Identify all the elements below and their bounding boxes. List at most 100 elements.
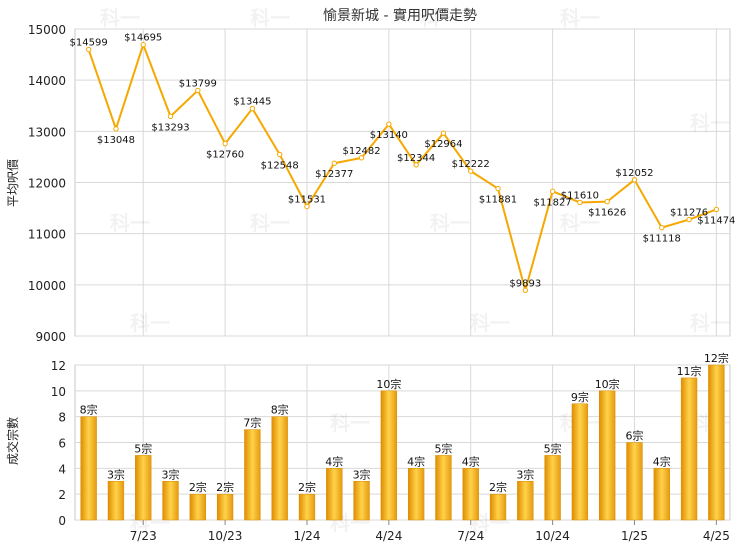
volume-tick-label: 4: [58, 462, 66, 476]
watermark-text: 科一: [130, 311, 170, 335]
volume-bar: [599, 390, 616, 521]
watermark-text: 科一: [690, 311, 730, 335]
price-point: [413, 162, 419, 168]
volume-data-label: 2宗: [216, 480, 234, 494]
price-point: [713, 206, 720, 213]
price-data-label: $12482: [342, 146, 380, 157]
watermark-text: 科一: [470, 311, 510, 335]
volume-data-label: 12宗: [704, 351, 729, 365]
price-tick-label: 12000: [28, 177, 66, 191]
volume-data-label: 8宗: [271, 403, 289, 417]
price-data-label: $14599: [70, 38, 108, 49]
volume-data-label: 5宗: [544, 441, 562, 455]
x-tick-label: 10/23: [208, 529, 243, 543]
volume-axis-label: 成交宗數: [5, 417, 20, 465]
price-point: [468, 168, 474, 174]
volume-tick-label: 6: [58, 437, 66, 451]
volume-data-label: 7宗: [243, 416, 261, 430]
volume-bar: [462, 468, 479, 521]
price-data-label: $11610: [561, 190, 599, 201]
volume-data-label: 6宗: [625, 429, 643, 443]
price-point: [167, 113, 174, 120]
watermark-text: 科一: [250, 6, 290, 30]
price-point: [604, 198, 610, 205]
volume-bar: [80, 416, 97, 521]
volume-bar: [162, 481, 179, 521]
price-tick-label: 9000: [35, 330, 66, 344]
price-data-label: $13445: [233, 97, 271, 108]
price-data-label: $12344: [397, 153, 435, 164]
volume-data-label: 5宗: [434, 441, 452, 455]
volume-data-label: 2宗: [189, 480, 207, 494]
x-tick-label: 1/24: [294, 529, 321, 543]
watermark-text: 科一: [420, 6, 460, 30]
volume-bar: [517, 481, 534, 521]
price-data-label: $11474: [697, 215, 735, 226]
x-tick-label: 7/23: [130, 529, 157, 543]
volume-data-label: 3宗: [516, 467, 534, 481]
volume-bar: [380, 390, 398, 521]
watermark-text: 科一: [250, 211, 290, 235]
volume-bar: [326, 468, 343, 521]
price-data-label: $11276: [670, 208, 708, 219]
price-data-label: $13048: [97, 135, 135, 146]
x-tick-label: 4/25: [703, 529, 730, 543]
volume-data-label: 10宗: [376, 377, 401, 391]
volume-data-label: 2宗: [489, 480, 507, 494]
price-point: [659, 224, 665, 231]
price-tick-label: 13000: [28, 125, 66, 139]
volume-bar: [244, 429, 261, 521]
price-point: [195, 87, 201, 94]
price-point: [631, 177, 638, 183]
volume-tick-label: 12: [51, 359, 66, 373]
price-point: [440, 130, 447, 136]
price-point: [222, 140, 228, 147]
volume-bar: [544, 455, 561, 521]
price-point: [577, 199, 583, 206]
price-data-label: $12222: [452, 159, 490, 170]
price-series-line: [87, 43, 717, 292]
watermark-text: 科一: [690, 111, 730, 135]
watermark-text: 科一: [100, 6, 140, 30]
price-data-label: $11118: [643, 234, 681, 245]
price-data-label: $12377: [315, 169, 353, 180]
price-tick-label: 11000: [28, 228, 66, 242]
price-data-label: $9893: [509, 278, 541, 289]
watermark-text: 科一: [560, 211, 600, 235]
volume-data-label: 10宗: [595, 377, 620, 391]
price-point: [331, 160, 337, 166]
price-point: [276, 151, 283, 158]
price-point: [140, 41, 146, 48]
price-tick-label: 10000: [28, 279, 66, 293]
volume-bar: [353, 481, 370, 521]
volume-bar: [571, 403, 589, 521]
x-tick-label: 1/25: [621, 529, 648, 543]
price-point: [113, 126, 119, 132]
volume-data-label: 3宗: [107, 467, 125, 481]
price-data-label: $11881: [479, 195, 517, 206]
x-tick-label: 7/24: [457, 529, 484, 543]
price-point: [358, 155, 365, 161]
volume-tick-label: 2: [58, 488, 66, 502]
volume-bar: [271, 416, 288, 521]
volume-data-label: 2宗: [298, 480, 316, 494]
volume-bar: [107, 481, 125, 521]
volume-bar: [708, 364, 725, 521]
volume-bar: [189, 493, 206, 521]
price-data-label: $12760: [206, 150, 244, 161]
chart-title: 愉景新城 - 實用呎價走勢: [323, 7, 477, 24]
volume-bar: [216, 493, 234, 521]
watermark-text: 科一: [330, 411, 370, 435]
price-point: [85, 46, 92, 53]
price-point: [304, 203, 310, 210]
volume-tick-label: 10: [51, 385, 66, 399]
volume-data-label: 4宗: [407, 454, 425, 468]
volume-data-label: 4宗: [462, 454, 480, 468]
volume-data-label: 4宗: [653, 454, 671, 468]
volume-bar: [298, 493, 316, 521]
volume-bar: [626, 442, 643, 521]
price-axis-label: 平均呎價: [6, 159, 20, 207]
price-data-label: $14695: [124, 33, 162, 44]
